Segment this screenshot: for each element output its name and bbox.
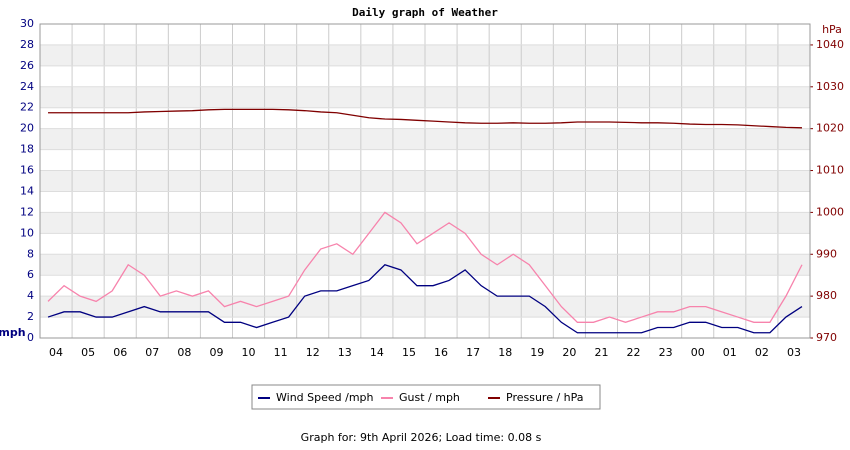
x-tick-label: 13: [338, 346, 352, 359]
x-tick-label: 22: [627, 346, 641, 359]
y-tick-label: 16: [20, 164, 34, 177]
legend-label: Gust / mph: [399, 391, 460, 404]
x-tick-label: 12: [306, 346, 320, 359]
x-tick-label: 04: [49, 346, 63, 359]
y2-axis-label: hPa: [822, 23, 842, 36]
y2-tick-label: 1040: [816, 38, 844, 51]
plot-frame: [39, 23, 811, 339]
y2-tick-label: 1010: [816, 164, 844, 177]
y2-tick-label: 1020: [816, 122, 844, 135]
x-tick-label: 08: [177, 346, 191, 359]
y2-tick-label: 1030: [816, 80, 844, 93]
x-tick-label: 03: [787, 346, 801, 359]
series-line: [47, 263, 803, 334]
y-tick-label: 20: [20, 122, 34, 135]
x-tick-label: 14: [370, 346, 384, 359]
x-tick-label: 21: [594, 346, 608, 359]
y-tick-label: 30: [20, 17, 34, 30]
y-tick-label: 28: [20, 38, 34, 51]
x-tick-label: 07: [145, 346, 159, 359]
y2-tick-label: 980: [816, 289, 837, 302]
x-tick-label: 10: [242, 346, 256, 359]
y-tick-label: 0: [27, 331, 34, 344]
x-tick-label: 01: [723, 346, 737, 359]
x-tick-label: 06: [113, 346, 127, 359]
x-tick-label: 15: [402, 346, 416, 359]
x-tick-label: 17: [466, 346, 480, 359]
y-tick-label: 24: [20, 80, 34, 93]
x-tick-label: 09: [209, 346, 223, 359]
series-line: [48, 108, 802, 129]
x-tick-label: 05: [81, 346, 95, 359]
x-tick-label: 23: [659, 346, 673, 359]
series-line: [47, 211, 803, 323]
y-tick-label: 10: [20, 226, 34, 239]
x-tick-label: 20: [562, 346, 576, 359]
y-tick-label: 18: [20, 143, 34, 156]
x-tick-label: 18: [498, 346, 512, 359]
x-tick-label: 19: [530, 346, 544, 359]
legend-box: [251, 384, 601, 410]
y2-tick-label: 970: [816, 331, 837, 344]
y-tick-label: 4: [27, 289, 34, 302]
y-tick-label: 22: [20, 101, 34, 114]
x-tick-label: 00: [691, 346, 705, 359]
y-tick-label: 8: [27, 247, 34, 260]
y-tick-label: 26: [20, 59, 34, 72]
legend-label: Wind Speed /mph: [276, 391, 374, 404]
legend-label: Pressure / hPa: [506, 391, 584, 404]
y-tick-label: 6: [27, 268, 34, 281]
x-tick-label: 11: [274, 346, 288, 359]
x-tick-label: 02: [755, 346, 769, 359]
footer: Graph for: 9th April 2026; Load time: 0.…: [301, 431, 542, 444]
chart-title: Daily graph of Weather: [352, 6, 498, 19]
y2-tick-label: 1000: [816, 205, 844, 218]
y-axis-label: mph: [0, 326, 26, 339]
y2-tick-label: 990: [816, 247, 837, 260]
y-tick-label: 14: [20, 184, 34, 197]
x-tick-label: 16: [434, 346, 448, 359]
y-tick-label: 12: [20, 205, 34, 218]
y-tick-label: 2: [27, 310, 34, 323]
